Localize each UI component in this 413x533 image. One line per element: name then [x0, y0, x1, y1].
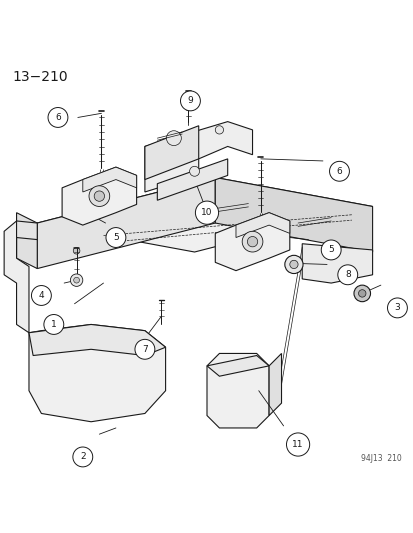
Circle shape: [286, 433, 309, 456]
Circle shape: [70, 274, 83, 286]
Polygon shape: [301, 244, 372, 283]
Circle shape: [353, 285, 370, 302]
Circle shape: [135, 340, 154, 359]
Polygon shape: [4, 221, 29, 333]
Circle shape: [195, 201, 218, 224]
Polygon shape: [145, 126, 198, 180]
Circle shape: [73, 447, 93, 467]
Circle shape: [31, 286, 51, 305]
Circle shape: [289, 260, 297, 269]
Text: 6: 6: [336, 167, 342, 176]
Text: 1: 1: [51, 320, 57, 329]
Text: 4: 4: [38, 291, 44, 300]
Polygon shape: [145, 122, 252, 192]
Text: 6: 6: [55, 113, 61, 122]
Circle shape: [387, 298, 406, 318]
Polygon shape: [37, 177, 215, 269]
Circle shape: [242, 231, 262, 252]
Text: 10: 10: [201, 208, 212, 217]
Circle shape: [94, 191, 104, 201]
Polygon shape: [268, 353, 281, 416]
Circle shape: [74, 277, 79, 283]
Circle shape: [189, 166, 199, 176]
Circle shape: [73, 247, 80, 254]
Polygon shape: [29, 325, 165, 422]
Text: 7: 7: [142, 345, 147, 354]
Circle shape: [320, 240, 340, 260]
Circle shape: [358, 289, 365, 297]
Polygon shape: [83, 167, 136, 192]
Circle shape: [284, 255, 302, 273]
Circle shape: [329, 161, 349, 181]
Text: 5: 5: [328, 245, 333, 254]
Circle shape: [44, 314, 64, 334]
Polygon shape: [157, 159, 227, 200]
Text: 3: 3: [394, 303, 399, 312]
Polygon shape: [206, 356, 268, 376]
Text: 94J13  210: 94J13 210: [360, 454, 401, 463]
Circle shape: [337, 265, 357, 285]
Circle shape: [48, 108, 68, 127]
Polygon shape: [29, 325, 165, 356]
Polygon shape: [215, 213, 289, 271]
Circle shape: [180, 91, 200, 111]
Text: 2: 2: [80, 453, 85, 462]
Polygon shape: [37, 177, 372, 252]
Circle shape: [247, 237, 257, 247]
Circle shape: [89, 186, 109, 206]
Polygon shape: [206, 353, 268, 428]
Polygon shape: [62, 167, 136, 225]
Polygon shape: [215, 177, 372, 252]
Circle shape: [106, 228, 126, 247]
Text: 9: 9: [187, 96, 193, 106]
Text: 11: 11: [292, 440, 303, 449]
Text: 5: 5: [113, 233, 119, 242]
Text: 13−210: 13−210: [12, 70, 68, 84]
Polygon shape: [235, 213, 289, 238]
Polygon shape: [17, 213, 37, 269]
Text: 8: 8: [344, 270, 350, 279]
Polygon shape: [17, 221, 37, 240]
Circle shape: [166, 131, 181, 146]
Circle shape: [215, 126, 223, 134]
